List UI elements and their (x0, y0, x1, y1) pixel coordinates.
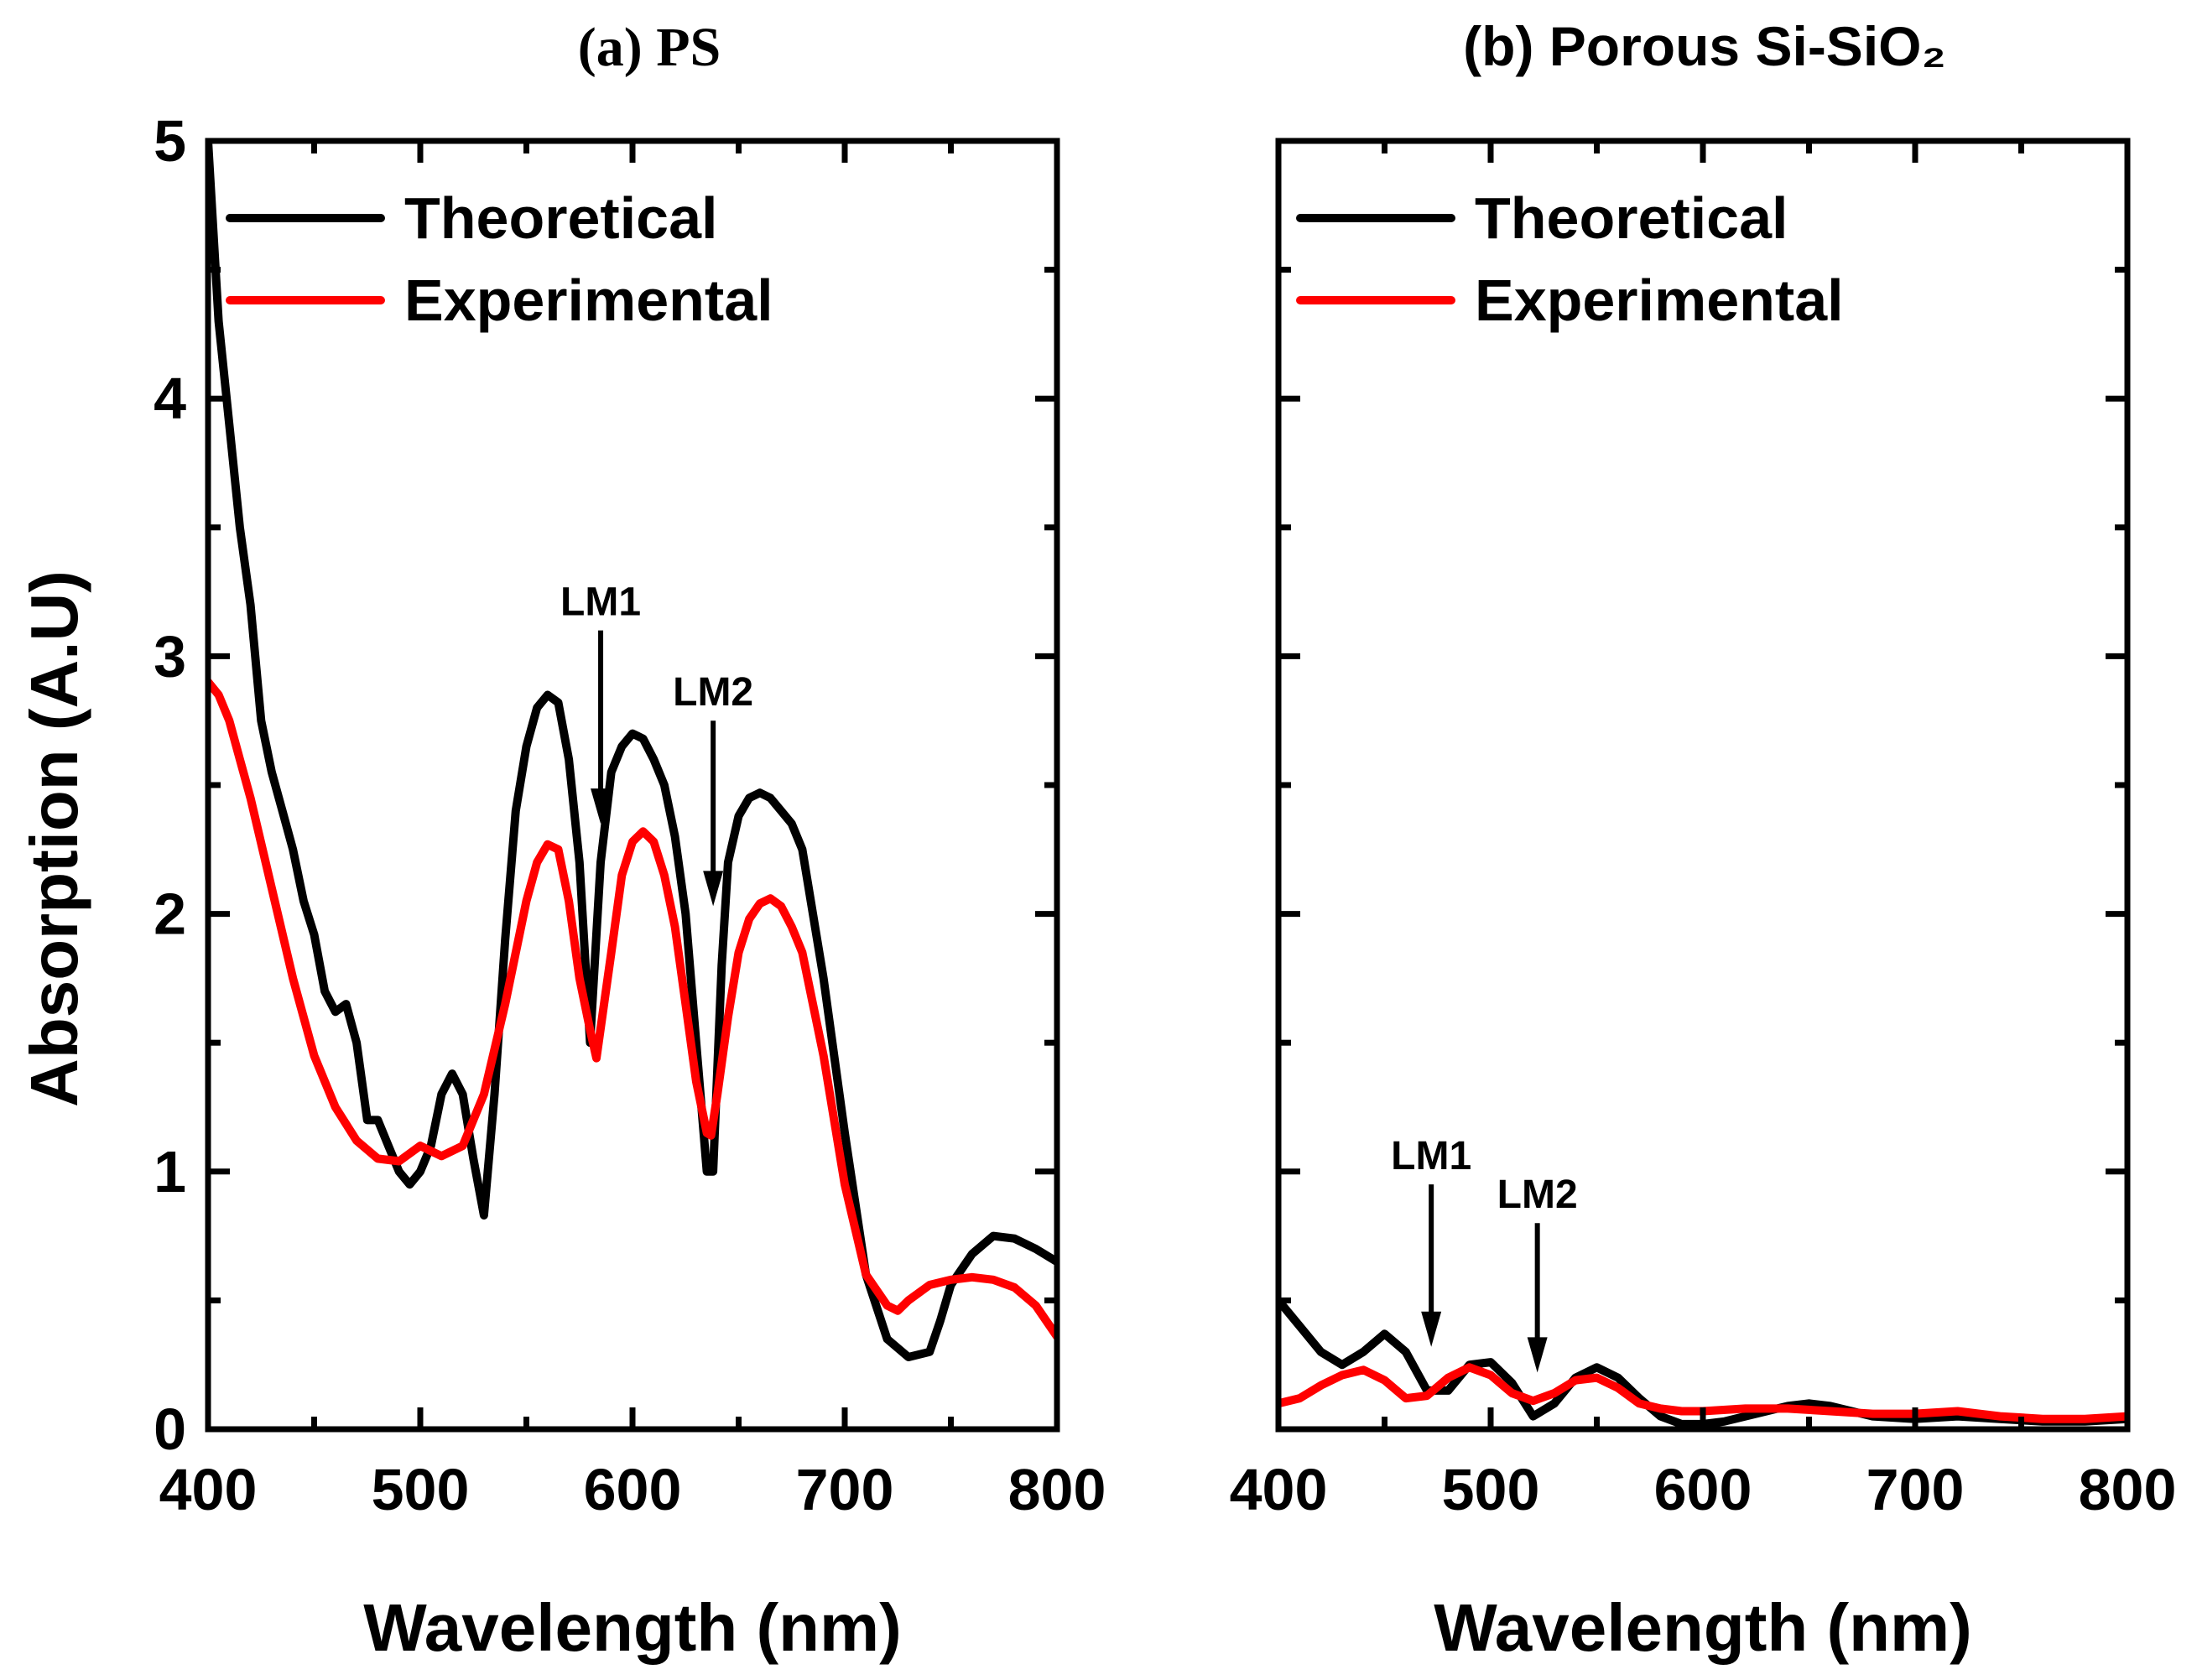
x-tick-label: 600 (1654, 1457, 1752, 1522)
panel-a-frame (205, 138, 1060, 1433)
panel-b-plot-area (1278, 1296, 2127, 1428)
y-tick-label: 4 (154, 366, 186, 431)
panel-b-title: (b) Porous Si-SiO₂ (1463, 15, 1946, 77)
y-tick-label: 0 (154, 1397, 186, 1462)
x-tick-label: 800 (2079, 1457, 2177, 1522)
x-tick-label: 500 (1442, 1457, 1540, 1522)
y-tick-label: 2 (154, 882, 186, 947)
x-tick-label: 800 (1008, 1457, 1106, 1522)
panel-b-frame (1275, 138, 2131, 1433)
annotation-label-lm1: LM1 (1391, 1134, 1471, 1178)
panel-b-series-theoretical-line (1278, 1296, 2127, 1428)
x-tick-label: 700 (796, 1457, 894, 1522)
x-tick-label: 500 (372, 1457, 470, 1522)
annotation-label-lm1: LM1 (560, 580, 641, 625)
panel-a-series-theoretical-line (208, 141, 1057, 1361)
y-tick-label: 3 (154, 623, 186, 689)
legend-label-experimental: Experimental (404, 268, 773, 333)
annotation-label-lm2: LM2 (1497, 1173, 1578, 1217)
panel-a-x-axis-label: Wavelength (nm) (363, 1590, 901, 1665)
legend-label-theoretical: Theoretical (1475, 185, 1788, 251)
x-tick-label: 600 (584, 1457, 682, 1522)
panel-a: (a) PS 400 500 600 700 800 0 1 2 3 4 5 Theoretical… (154, 17, 1106, 1665)
annotation-label-lm2: LM2 (673, 670, 753, 715)
panel-b: (b) Porous Si-SiO₂ 400 500 600 700 800 Theor… (1230, 15, 2177, 1665)
panel-b-x-axis-label: Wavelength (nm) (1434, 1590, 1971, 1665)
panel-a-ticks: 400 500 600 700 800 0 1 2 3 4 5 (154, 108, 1106, 1522)
panel-a-annotations: LM1 LM2 (560, 580, 753, 907)
annotation-arrow-head (1421, 1311, 1442, 1347)
panel-b-legend: Theoretical Experimental (1296, 185, 1844, 333)
annotation-arrow-head (591, 788, 612, 824)
panel-a-plot-area (208, 141, 1057, 1361)
y-tick-label: 1 (154, 1139, 186, 1204)
x-tick-label: 400 (159, 1457, 258, 1522)
y-tick-label: 5 (154, 108, 186, 174)
x-tick-label: 700 (1866, 1457, 1965, 1522)
panel-a-legend: Theoretical Experimental (226, 185, 773, 333)
annotation-arrow-head (703, 871, 724, 907)
legend-label-experimental: Experimental (1475, 268, 1844, 333)
x-tick-label: 400 (1230, 1457, 1328, 1522)
annotation-arrow-head (1527, 1337, 1548, 1373)
panel-a-title: (a) PS (578, 17, 721, 78)
legend-label-theoretical: Theoretical (404, 185, 717, 251)
y-axis-label: Absorption (A.U) (17, 570, 91, 1107)
panel-a-series-experimental-line (208, 678, 1057, 1341)
panel-b-annotations: LM1 LM2 (1391, 1134, 1578, 1373)
panel-b-ticks: 400 500 600 700 800 (1230, 138, 2177, 1522)
